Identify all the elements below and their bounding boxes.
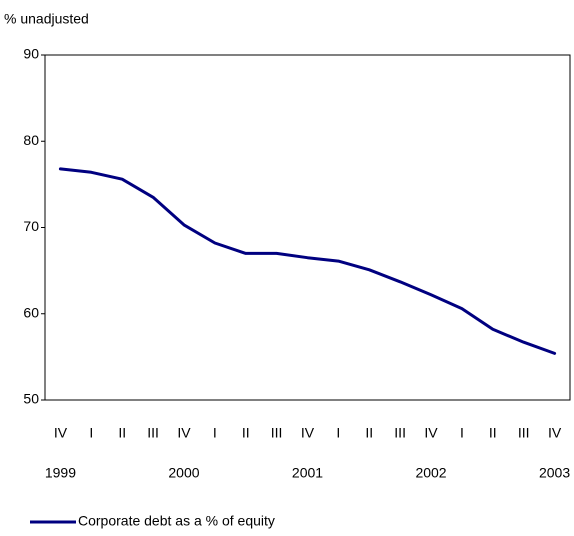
x-tick-label: IV xyxy=(177,425,191,441)
x-tick-label: I xyxy=(460,425,464,441)
x-tick-label: III xyxy=(147,425,159,441)
y-axis-label: % unadjusted xyxy=(4,11,89,27)
x-tick-label: III xyxy=(518,425,530,441)
x-tick-label: IV xyxy=(548,425,562,441)
y-tick-label: 80 xyxy=(23,132,39,148)
year-label: 2002 xyxy=(415,465,446,481)
x-tick-label: I xyxy=(89,425,93,441)
x-tick-label: IV xyxy=(424,425,438,441)
x-tick-label: III xyxy=(271,425,283,441)
data-line xyxy=(58,167,557,355)
year-label: 2001 xyxy=(292,465,323,481)
plot-area xyxy=(44,54,571,401)
x-tick-label: IV xyxy=(301,425,315,441)
year-label: 1999 xyxy=(45,465,76,481)
y-tick-label: 60 xyxy=(23,304,39,320)
x-tick-label: II xyxy=(489,425,497,441)
x-tick-label: II xyxy=(242,425,250,441)
year-label: 2000 xyxy=(168,465,199,481)
year-label: 2003 xyxy=(539,465,570,481)
y-tick-label: 70 xyxy=(23,218,39,234)
y-tick-label: 90 xyxy=(23,46,39,62)
x-tick-label: I xyxy=(213,425,217,441)
x-tick-label: II xyxy=(365,425,373,441)
y-tick-label: 50 xyxy=(23,391,39,407)
x-tick-label: II xyxy=(118,425,126,441)
legend-label: Corporate debt as a % of equity xyxy=(78,513,275,529)
x-tick-label: I xyxy=(336,425,340,441)
x-tick-label: IV xyxy=(54,425,68,441)
x-tick-label: III xyxy=(394,425,406,441)
